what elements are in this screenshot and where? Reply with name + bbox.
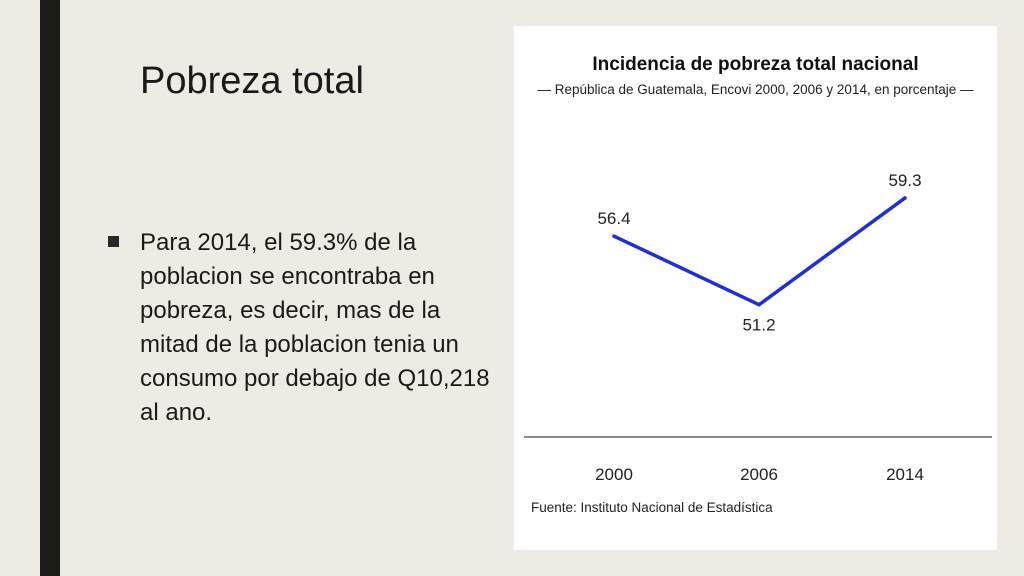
chart-subtitle: — República de Guatemala, Encovi 2000, 2… — [537, 82, 974, 97]
decorative-side-bar — [40, 0, 60, 576]
data-point-2014 — [903, 196, 907, 200]
x-tick-label-2006: 2006 — [740, 465, 778, 484]
x-tick-label-2000: 2000 — [595, 465, 633, 484]
data-point-2000 — [612, 234, 616, 238]
data-point-2006 — [757, 302, 761, 307]
data-label-2014: 59.3 — [888, 171, 921, 190]
slide-title: Pobreza total — [140, 60, 364, 102]
chart-panel: Incidencia de pobreza total nacional — R… — [514, 26, 997, 550]
square-bullet-icon — [108, 236, 119, 247]
x-tick-label-2014: 2014 — [886, 465, 924, 484]
bullet-text: Para 2014, el 59.3% de la poblacion se e… — [140, 229, 490, 426]
data-label-2000: 56.4 — [597, 209, 630, 228]
chart-source: Fuente: Instituto Nacional de Estadístic… — [531, 500, 773, 515]
chart-title: Incidencia de pobreza total nacional — [592, 54, 919, 75]
data-label-2006: 51.2 — [742, 316, 775, 335]
series-line — [613, 196, 907, 307]
line-chart: 56.4 2000 51.2 2006 59.3 2014 — [524, 171, 992, 484]
